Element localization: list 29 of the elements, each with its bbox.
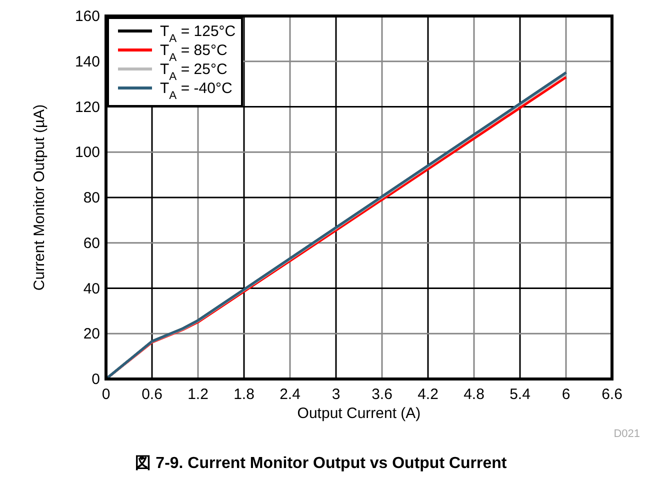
x-tick-label: 6: [562, 386, 570, 403]
legend-label: T$_{A}$ = 25°C: [160, 61, 228, 83]
legend-label: T$_{A}$ = -40°C: [160, 80, 232, 102]
x-tick-label: 5.4: [510, 386, 530, 403]
text: 図 7-9. Current Monitor Output vs Output Current: [135, 455, 508, 472]
y-tick-label: 120: [74, 98, 100, 116]
legend-label: T$_{A}$ = 85°C: [160, 42, 228, 64]
x-tick-label: 1.8: [234, 386, 254, 403]
y-tick-label: 160: [74, 8, 100, 25]
x-tick-label: 3.6: [372, 386, 392, 403]
y-tick-label: 140: [74, 53, 100, 70]
y-tick-label: 40: [83, 280, 100, 298]
x-tick-label: 2.4: [280, 386, 300, 403]
x-tick-label: 6.6: [602, 386, 622, 403]
y-tick-label: 60: [83, 234, 100, 252]
y-tick-label: 100: [74, 144, 100, 162]
x-tick-label: 4.8: [464, 386, 484, 403]
y-tick-label: 80: [83, 190, 100, 206]
x-tick-label: 1.2: [188, 386, 208, 403]
x-tick-label: 3: [332, 386, 340, 403]
x-tick-label: 4.2: [418, 386, 438, 403]
x-tick-label: 0.6: [142, 386, 162, 403]
y-tick-label: 20: [83, 326, 100, 343]
legend-label: T$_{A}$ = 125°C: [160, 23, 236, 45]
y-tick-label: 0: [92, 371, 100, 388]
text: D021: [614, 428, 640, 440]
x-axis-title: Output Current (A): [297, 405, 421, 422]
x-tick-label: 0: [102, 386, 110, 403]
y-axis-title: Current Monitor Output (µA): [31, 104, 48, 291]
